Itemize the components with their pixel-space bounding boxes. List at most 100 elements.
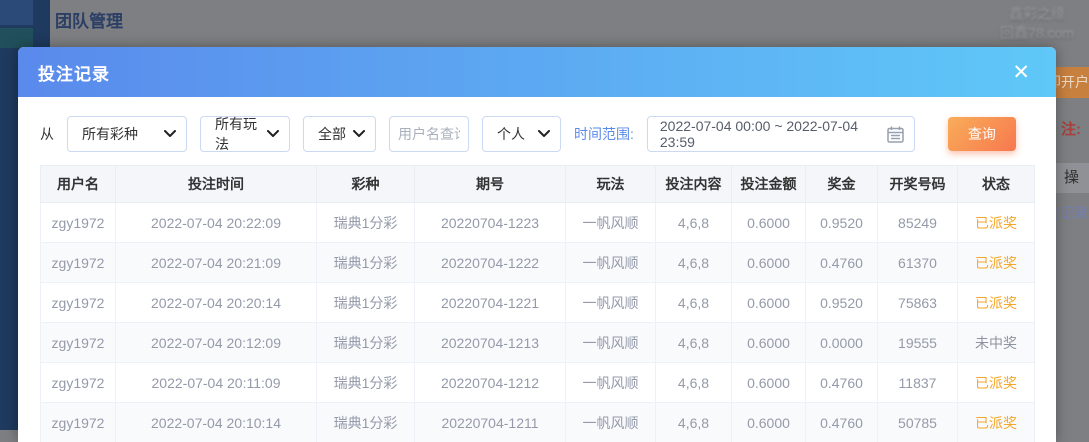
status-filter-select[interactable]: 全部 — [303, 116, 376, 152]
modal-title: 投注记录 — [38, 60, 110, 85]
background-table-header: 操 — [1056, 163, 1089, 193]
status-cell: 已派奖 — [958, 243, 1035, 283]
cell: 61370 — [878, 243, 958, 283]
cell: 0.6000 — [732, 243, 806, 283]
status-cell: 已派奖 — [958, 283, 1035, 323]
watermark-line2: 回鑫78.com — [987, 24, 1087, 43]
cell: 85249 — [878, 203, 958, 243]
scope-select[interactable]: 个人 — [482, 116, 561, 152]
cell: zgy1972 — [41, 203, 116, 243]
scope-value: 个人 — [497, 124, 525, 144]
cell: 瑞典1分彩 — [317, 243, 415, 283]
play-type-value: 所有玩法 — [215, 114, 261, 154]
cell: 50785 — [878, 403, 958, 442]
background-account-button: 即开户 — [1056, 67, 1089, 98]
watermark-line1: 鑫彩之缘 — [987, 5, 1087, 24]
calendar-icon — [886, 125, 905, 144]
column-header: 开奖号码 — [878, 166, 958, 203]
sidebar-active-item — [0, 28, 33, 48]
cell: 20220704-1211 — [415, 403, 566, 442]
column-header: 投注内容 — [656, 166, 732, 203]
background-note-label: 注: — [1061, 118, 1081, 139]
cell: 19555 — [878, 323, 958, 363]
cell: 瑞典1分彩 — [317, 203, 415, 243]
status-cell: 已派奖 — [958, 403, 1035, 442]
cell: 20220704-1213 — [415, 323, 566, 363]
modal-header: 投注记录 ✕ — [18, 47, 1056, 97]
cell: 0.6000 — [732, 283, 806, 323]
column-header: 状态 — [958, 166, 1035, 203]
cell: zgy1972 — [41, 403, 116, 442]
column-header: 玩法 — [566, 166, 656, 203]
column-header: 用户名 — [41, 166, 116, 203]
column-header: 奖金 — [806, 166, 878, 203]
cell: 瑞典1分彩 — [317, 363, 415, 403]
cell: 2022-07-04 20:10:14 — [116, 403, 317, 442]
column-header: 投注金额 — [732, 166, 806, 203]
cell: 0.4760 — [806, 363, 878, 403]
time-range-input[interactable]: 2022-07-04 00:00 ~ 2022-07-04 23:59 — [647, 116, 915, 152]
search-button[interactable]: 查询 — [948, 117, 1016, 151]
cell: zgy1972 — [41, 283, 116, 323]
cell: 一帆风顺 — [566, 323, 656, 363]
cell: 4,6,8 — [656, 363, 732, 403]
cell: 2022-07-04 20:12:09 — [116, 323, 317, 363]
from-label: 从 — [40, 124, 54, 144]
watermark: 鑫彩之缘 回鑫78.com — [987, 5, 1087, 43]
cell: 2022-07-04 20:11:09 — [116, 363, 317, 403]
cell: 4,6,8 — [656, 203, 732, 243]
cell: 0.0000 — [806, 323, 878, 363]
column-header: 期号 — [415, 166, 566, 203]
cell: zgy1972 — [41, 243, 116, 283]
status-cell: 未中奖 — [958, 323, 1035, 363]
username-search-input[interactable] — [389, 116, 469, 152]
cell: 20220704-1212 — [415, 363, 566, 403]
cell: 2022-07-04 20:21:09 — [116, 243, 317, 283]
cell: 20220704-1221 — [415, 283, 566, 323]
cell: 2022-07-04 20:22:09 — [116, 203, 317, 243]
filter-bar: 从 所有彩种 所有玩法 全部 个人 时间范围: — [18, 97, 1056, 165]
cell: 0.6000 — [732, 323, 806, 363]
cell: 4,6,8 — [656, 243, 732, 283]
cell: 一帆风顺 — [566, 363, 656, 403]
cell: zgy1972 — [41, 363, 116, 403]
status-cell: 已派奖 — [958, 203, 1035, 243]
play-type-select[interactable]: 所有玩法 — [200, 116, 290, 152]
status-filter-value: 全部 — [318, 124, 346, 144]
lottery-type-value: 所有彩种 — [82, 124, 138, 144]
cell: 0.6000 — [732, 363, 806, 403]
cell: 20220704-1223 — [415, 203, 566, 243]
cell: 一帆风顺 — [566, 203, 656, 243]
chevron-down-icon — [164, 130, 176, 138]
cell: 瑞典1分彩 — [317, 283, 415, 323]
chevron-down-icon — [267, 130, 279, 138]
cell: 瑞典1分彩 — [317, 403, 415, 442]
cell: 0.4760 — [806, 403, 878, 442]
page-title: 团队管理 — [55, 7, 123, 32]
cell: 20220704-1222 — [415, 243, 566, 283]
column-header: 投注时间 — [116, 166, 317, 203]
cell: 一帆风顺 — [566, 243, 656, 283]
status-cell: 已派奖 — [958, 363, 1035, 403]
cell: 75863 — [878, 283, 958, 323]
cell: 一帆风顺 — [566, 283, 656, 323]
lottery-type-select[interactable]: 所有彩种 — [67, 116, 187, 152]
cell: 0.6000 — [732, 403, 806, 442]
cell: 0.9520 — [806, 203, 878, 243]
cell: zgy1972 — [41, 323, 116, 363]
cell: 4,6,8 — [656, 323, 732, 363]
cell: 瑞典1分彩 — [317, 323, 415, 363]
cell: 11837 — [878, 363, 958, 403]
cell: 一帆风顺 — [566, 403, 656, 442]
sidebar-logo-block — [0, 0, 33, 25]
chevron-down-icon — [353, 130, 365, 138]
close-icon[interactable]: ✕ — [1012, 62, 1030, 83]
